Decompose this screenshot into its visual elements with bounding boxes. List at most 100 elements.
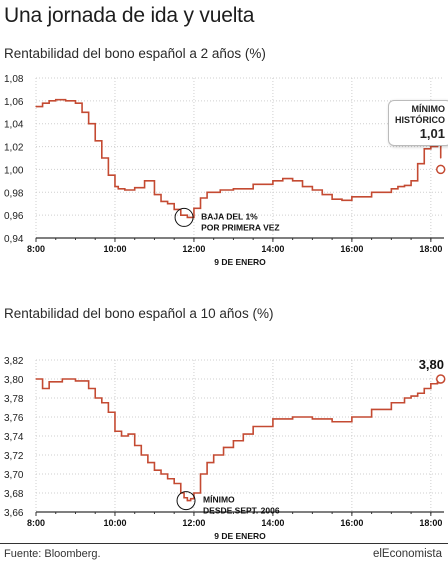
series-point: [134, 187, 136, 189]
chart2-plot: 3,82 3,80 3,78 3,76 3,74 3,72 3,70 3,68 3,668:00…: [4, 356, 446, 541]
series-point: [88, 123, 90, 125]
series-point: [117, 188, 119, 190]
x-tick-label: 16:00: [340, 518, 363, 528]
series-point: [180, 214, 182, 216]
y-tick-label: 3,80: [4, 375, 24, 386]
series-point: [311, 418, 313, 420]
brand-name: elEconomista: [372, 548, 442, 560]
callout-value: 1,01: [419, 126, 446, 141]
series-point: [134, 444, 136, 447]
series-point: [74, 102, 77, 104]
series-point: [430, 383, 432, 385]
end-value-label: 3,80: [419, 357, 444, 372]
series-point: [371, 191, 373, 193]
annotation-ring: [174, 207, 194, 227]
series-point: [206, 462, 208, 464]
series-point: [272, 180, 274, 182]
y-tick-label: 3,70: [4, 470, 24, 481]
series-point: [173, 482, 175, 485]
footer-divider: [0, 543, 448, 544]
series-point: [94, 397, 96, 399]
y-tick-label: 3,76: [4, 413, 24, 424]
y-tick-label: 3,72: [4, 451, 24, 462]
annotation-label: MÍNIMO: [203, 495, 235, 505]
series-point: [35, 378, 37, 380]
series-point: [124, 189, 126, 191]
x-tick-label: 14:00: [261, 518, 284, 528]
series-point: [41, 102, 44, 104]
chart1-plot: 1,08 1,06 1,04 1,02 1,00 0,98 0,96 0,948:00 10:0…: [4, 74, 446, 267]
series-point: [199, 197, 202, 199]
series-point: [206, 191, 208, 193]
series-point: [341, 199, 343, 201]
series-point: [167, 203, 169, 205]
y-tick-label: 1,00: [4, 165, 24, 176]
series-point: [417, 163, 419, 165]
series-point: [74, 380, 77, 382]
series-point: [292, 180, 294, 182]
series-point: [403, 397, 406, 399]
series-point: [160, 473, 162, 475]
series-point: [222, 446, 225, 448]
series-point: [397, 185, 399, 188]
y-tick-label: 3,78: [4, 394, 24, 405]
y-tick-label: 1,04: [4, 120, 24, 131]
series-point: [101, 402, 103, 404]
annotation-label: BAJA DEL 1%: [201, 211, 258, 221]
series-point: [81, 111, 83, 113]
series-point: [232, 440, 235, 442]
annotation-label: POR PRIMERA VEZ: [201, 222, 280, 232]
series-point: [88, 387, 90, 390]
x-axis-label: 9 DE ENERO: [214, 531, 266, 541]
series-point: [351, 416, 353, 418]
series-point: [107, 174, 109, 176]
y-tick-label: 1,08: [4, 74, 24, 85]
series-point: [331, 198, 333, 200]
annotation-ring: [176, 491, 196, 511]
chart1-callout: MÍNIMO HISTÓRICO 1,01: [388, 100, 448, 146]
series-point: [160, 200, 162, 203]
x-axis-label: 9 DE ENERO: [214, 257, 266, 267]
y-tick-label: 3,74: [4, 432, 24, 443]
x-tick-label: 10:00: [103, 244, 126, 254]
series-point: [153, 469, 156, 471]
series-point: [371, 408, 373, 410]
series-point: [153, 193, 156, 196]
x-tick-label: 12:00: [182, 518, 205, 528]
series-point: [423, 387, 425, 390]
series-point: [272, 418, 274, 420]
series-point: [61, 378, 63, 380]
series-point: [94, 140, 96, 142]
series-point: [114, 185, 116, 188]
series-point: [331, 421, 333, 423]
series-point: [213, 454, 215, 456]
x-tick-label: 10:00: [103, 518, 126, 528]
series-point: [183, 497, 185, 499]
y-tick-label: 3,68: [4, 489, 24, 500]
x-tick-label: 14:00: [261, 244, 284, 254]
series-point: [114, 430, 116, 432]
series-point: [35, 105, 37, 108]
series-point: [186, 216, 188, 219]
series-point: [107, 411, 109, 413]
series-point: [403, 184, 406, 187]
x-tick-label: 12:00: [182, 244, 205, 254]
series-point: [190, 498, 192, 500]
series-point: [252, 425, 254, 428]
series-point: [193, 207, 195, 209]
x-tick-label: 18:00: [419, 244, 442, 254]
y-tick-label: 3,66: [4, 508, 24, 519]
series-point: [282, 177, 284, 180]
y-tick-label: 0,94: [4, 234, 24, 245]
series-point: [127, 433, 129, 435]
series-point: [55, 99, 57, 101]
chart1-title: Rentabilidad del bono español a 2 años (…: [4, 46, 266, 61]
series-point: [199, 473, 202, 475]
y-tick-label: 3,82: [4, 356, 24, 367]
x-tick-label: 16:00: [340, 244, 363, 254]
series-point: [430, 145, 432, 148]
y-tick-label: 0,98: [4, 188, 24, 199]
series-point: [292, 416, 294, 418]
series-point: [301, 185, 304, 188]
series-point: [417, 392, 419, 394]
